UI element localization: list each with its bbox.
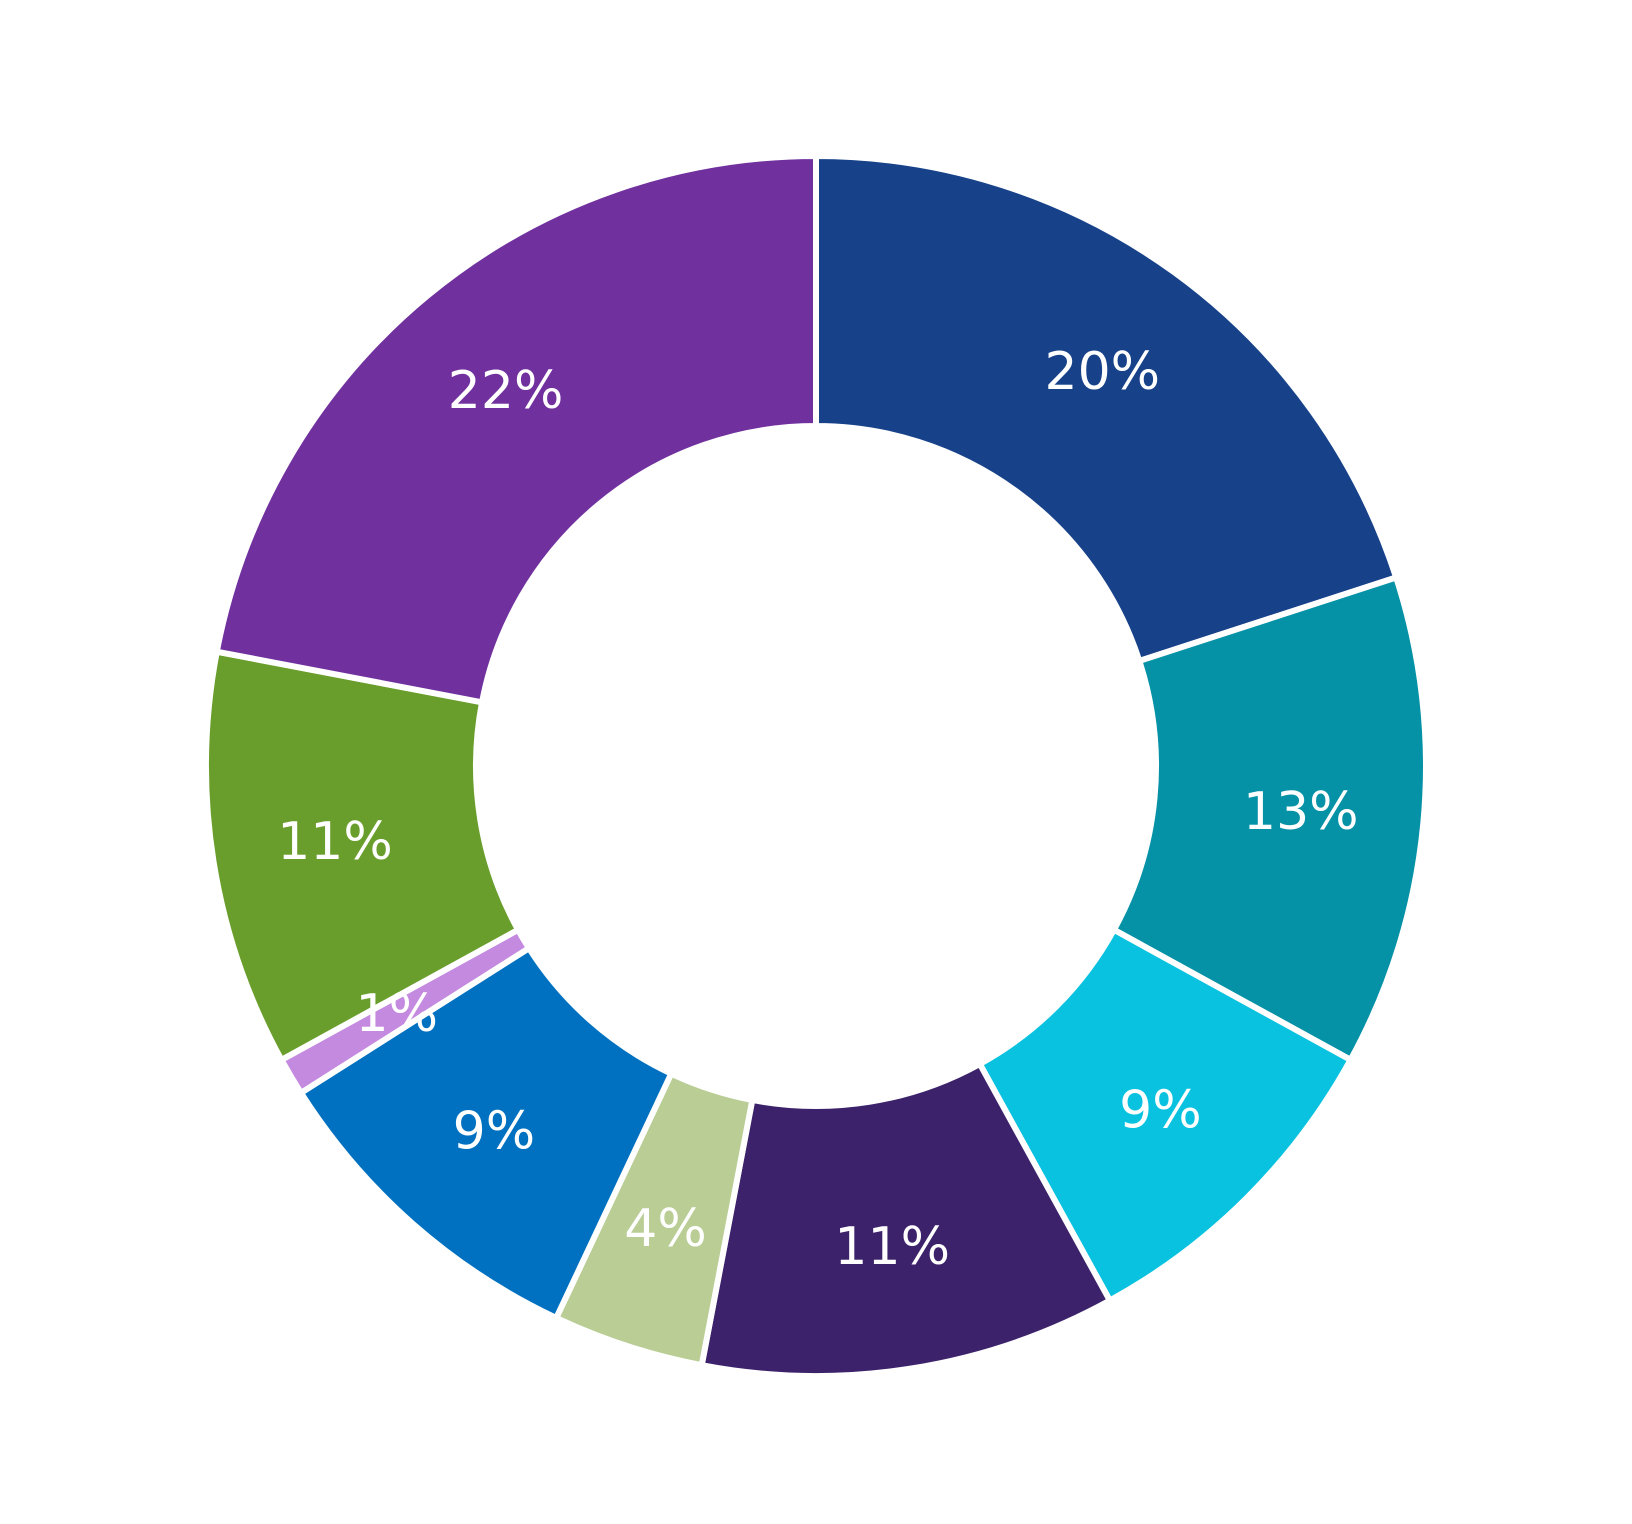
slice-label-6: 1% [356, 984, 439, 1044]
slice-label-2: 9% [1119, 1080, 1202, 1140]
slice-0 [813, 152, 1400, 665]
labels-layer: 20%13%9%11%4%9%1%11%22% [277, 342, 1358, 1277]
slices-layer [203, 152, 1429, 1379]
slice-7 [203, 648, 523, 1064]
slice-label-8: 22% [448, 361, 564, 421]
slice-1 [1109, 573, 1429, 1064]
slice-label-3: 11% [834, 1217, 950, 1277]
slice-3 [698, 1059, 1114, 1379]
slice-8 [213, 152, 819, 706]
slice-label-0: 20% [1045, 342, 1161, 402]
slice-label-1: 13% [1243, 782, 1359, 842]
slice-label-5: 9% [453, 1101, 536, 1161]
slice-label-4: 4% [624, 1199, 707, 1259]
slice-label-7: 11% [277, 812, 393, 872]
